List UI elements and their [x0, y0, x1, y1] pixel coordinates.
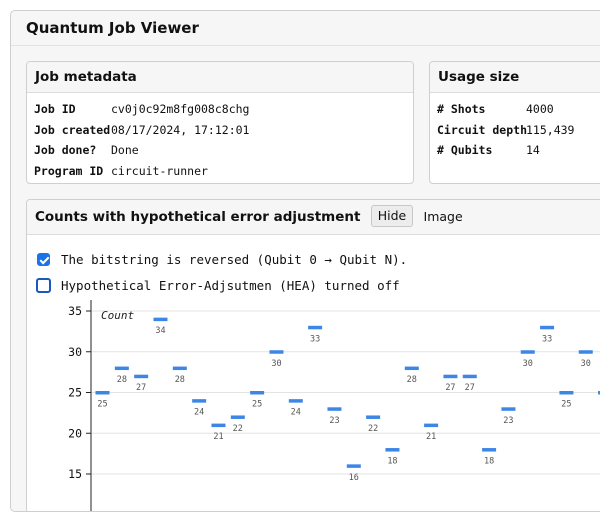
count-label: 21 [213, 432, 223, 442]
count-label: 18 [387, 457, 397, 467]
usage-size-list: # Shots 4000 Circuit depth 115,439 # Qub… [430, 93, 600, 161]
count-mark [231, 415, 245, 419]
count-label: 28 [175, 375, 185, 385]
usage-key: # Shots [437, 99, 485, 120]
count-mark [366, 415, 380, 419]
y-tick-label: 25 [68, 386, 82, 400]
metadata-value: 08/17/2024, 17:12:01 [111, 120, 249, 141]
usage-value: 14 [526, 140, 540, 161]
count-mark [463, 375, 477, 379]
count-label: 30 [581, 359, 591, 369]
count-label: 21 [426, 432, 436, 442]
metadata-key: Program ID [34, 161, 103, 182]
metadata-value: Done [111, 140, 139, 161]
count-mark [115, 367, 129, 371]
count-label: 28 [117, 375, 127, 385]
metadata-key: Job created [34, 120, 110, 141]
count-mark [211, 424, 225, 428]
count-mark [424, 424, 438, 428]
metadata-row-program-id: Program ID circuit-runner [27, 161, 413, 182]
metadata-key: Job ID [34, 99, 76, 120]
count-mark [173, 367, 187, 371]
count-mark [405, 367, 419, 371]
count-mark [289, 399, 303, 403]
count-mark [134, 375, 148, 379]
count-mark [559, 391, 573, 395]
usage-row-qubits: # Qubits 14 [430, 140, 600, 161]
reverse-bitstring-checkbox[interactable] [37, 253, 50, 266]
count-label: 27 [136, 383, 146, 393]
count-label: 25 [561, 400, 571, 410]
y-axis-label: Count [101, 309, 134, 322]
y-tick-label: 35 [68, 304, 82, 318]
count-mark [308, 326, 322, 330]
usage-value: 4000 [526, 99, 554, 120]
metadata-value: circuit-runner [111, 161, 208, 182]
job-metadata-list: Job ID cv0j0c92m8fg008c8chg Job created … [27, 93, 413, 181]
usage-key: Circuit depth [437, 120, 527, 141]
count-mark [269, 350, 283, 354]
count-label: 27 [445, 383, 455, 393]
counts-chart: 15 20 25 30 35 Count 25 28 27 34 28 24 21 22 25 30 24 33 2… [27, 300, 600, 512]
count-mark [521, 350, 535, 354]
count-mark [443, 375, 457, 379]
counts-card: Counts with hypothetical error adjustmen… [26, 199, 600, 512]
count-mark [250, 391, 264, 395]
hide-button[interactable]: Hide [371, 205, 414, 227]
count-label: 28 [407, 375, 417, 385]
reverse-bitstring-label: The bitstring is reversed (Qubit 0 → Qub… [61, 250, 407, 270]
app-title: Quantum Job Viewer [11, 11, 600, 46]
count-label: 27 [465, 383, 475, 393]
count-label: 16 [349, 473, 359, 483]
job-viewer-window: Quantum Job Viewer Job metadata Job ID c… [10, 10, 600, 512]
count-label: 33 [542, 334, 552, 344]
count-label: 25 [252, 400, 262, 410]
metadata-row-job-id: Job ID cv0j0c92m8fg008c8chg [27, 99, 413, 120]
count-label: 24 [291, 408, 301, 418]
count-mark [385, 448, 399, 452]
metadata-key: Job done? [34, 140, 96, 161]
count-label: 22 [233, 424, 243, 434]
count-label: 30 [271, 359, 281, 369]
job-metadata-card: Job metadata Job ID cv0j0c92m8fg008c8chg… [26, 61, 414, 184]
metadata-row-job-created: Job created 08/17/2024, 17:12:01 [27, 120, 413, 141]
count-label: 30 [523, 359, 533, 369]
usage-row-circuit-depth: Circuit depth 115,439 [430, 120, 600, 141]
count-mark [347, 464, 361, 468]
count-mark [96, 391, 110, 395]
count-label: 23 [503, 416, 513, 426]
usage-row-shots: # Shots 4000 [430, 99, 600, 120]
image-toggle[interactable]: Image [424, 209, 463, 224]
count-mark [579, 350, 593, 354]
metadata-row-job-done: Job done? Done [27, 140, 413, 161]
y-tick-label: 30 [68, 345, 82, 359]
counts-title: Counts with hypothetical error adjustmen… [35, 209, 360, 225]
count-mark [192, 399, 206, 403]
count-mark [153, 318, 167, 322]
count-label: 18 [484, 457, 494, 467]
count-mark [327, 407, 341, 411]
count-label: 23 [329, 416, 339, 426]
y-tick-label: 20 [68, 426, 82, 440]
usage-key: # Qubits [437, 140, 492, 161]
count-mark [482, 448, 496, 452]
count-label: 24 [194, 408, 204, 418]
usage-value: 115,439 [526, 120, 574, 141]
hea-checkbox[interactable] [36, 278, 51, 293]
hea-label: Hypothetical Error-Adjsutmen (HEA) turne… [61, 276, 400, 296]
counts-header: Counts with hypothetical error adjustmen… [27, 200, 600, 235]
count-label: 34 [155, 326, 165, 336]
usage-size-card: Usage size # Shots 4000 Circuit depth 11… [429, 61, 600, 184]
usage-size-title: Usage size [430, 62, 600, 93]
count-label: 33 [310, 334, 320, 344]
y-tick-label: 15 [68, 467, 82, 481]
count-label: 25 [97, 400, 107, 410]
job-metadata-title: Job metadata [27, 62, 413, 93]
count-mark [501, 407, 515, 411]
count-mark [540, 326, 554, 330]
count-label: 22 [368, 424, 378, 434]
metadata-value: cv0j0c92m8fg008c8chg [111, 99, 249, 120]
